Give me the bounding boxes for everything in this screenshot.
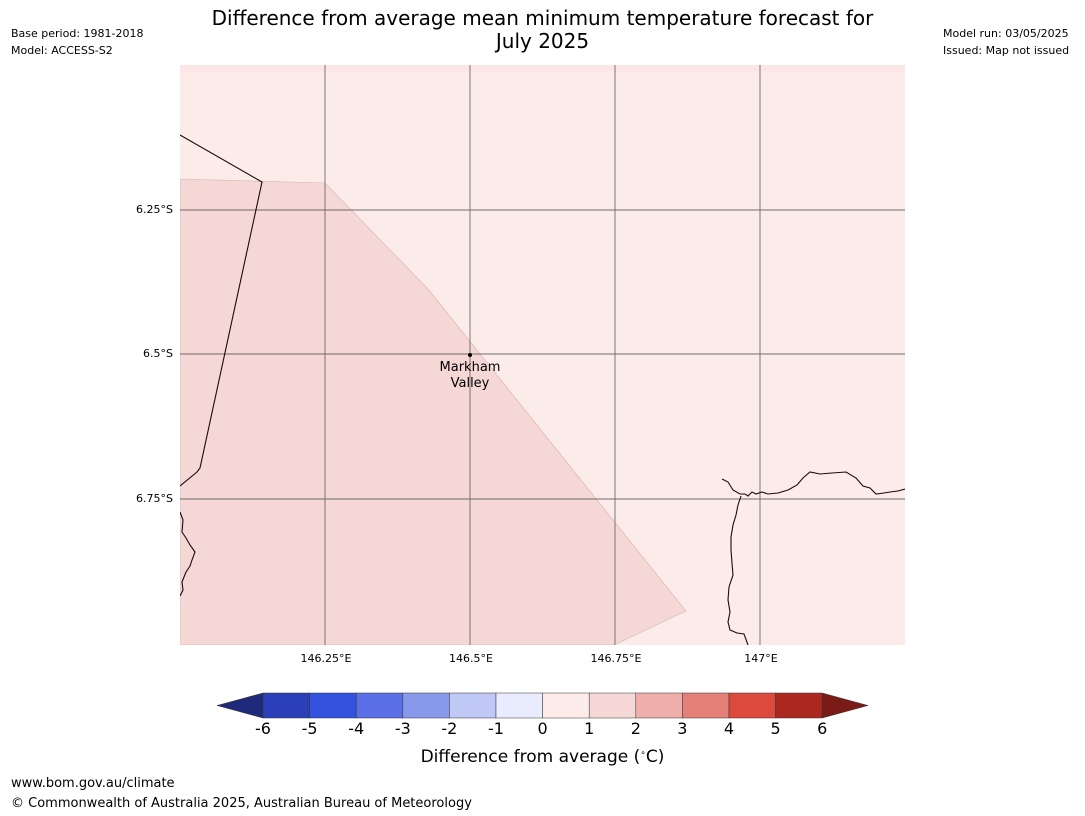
colorbar-tick-label: 6 <box>817 719 828 738</box>
colorbar-cell <box>542 692 590 719</box>
colorbar-cell <box>775 692 823 719</box>
colorbar-cell <box>495 692 543 719</box>
issued-status: Issued: Map not issued <box>943 44 1070 57</box>
colorbar-cell <box>262 692 310 719</box>
colorbar-cell <box>728 692 776 719</box>
colorbar-tick-label: -1 <box>488 719 504 738</box>
gridlines <box>180 65 905 645</box>
colorbar-cell <box>309 692 357 719</box>
colorbar-cell <box>635 692 683 719</box>
degree-symbol: ∘ <box>640 748 646 759</box>
run-info: Model run: 03/05/2025 Issued: Map not is… <box>943 25 1069 59</box>
place-label: Markham Valley <box>430 360 510 392</box>
base-period: Base period: 1981-2018 <box>11 27 144 40</box>
footer-copyright: © Commonwealth of Australia 2025, Austra… <box>11 796 472 811</box>
lon-label-146-25: 146.25°E <box>300 652 352 665</box>
colorbar-label: Difference from average ( <box>420 747 641 767</box>
lon-label-147: 147°E <box>744 652 778 665</box>
colorbar-tick-label: 5 <box>770 719 781 738</box>
colorbar-tick-label: -4 <box>348 719 365 738</box>
colorbar-cell <box>355 692 404 719</box>
colorbar-tick-label: 4 <box>723 719 735 738</box>
colorbar-title: Difference from average (∘C) <box>0 747 1085 767</box>
coastline <box>180 134 905 645</box>
lon-label-146-5: 146.5°E <box>449 652 493 665</box>
colorbar-cell <box>402 692 450 719</box>
place-name-line1: Markham <box>439 360 501 375</box>
lat-label-6-5: 6.5°S <box>143 347 173 360</box>
colorbar-cell <box>682 692 730 719</box>
colorbar-tick-label: -5 <box>301 719 318 738</box>
colorbar-arrow-right <box>821 692 869 719</box>
lat-label-6-75: 6.75°S <box>136 492 173 505</box>
place-name-line2: Valley <box>450 376 490 391</box>
colorbar-tick-label: 0 <box>537 719 548 738</box>
model-name: Model: ACCESS-S2 <box>11 44 113 57</box>
lon-label-146-75: 146.75°E <box>590 652 642 665</box>
lat-label-6-25: 6.25°S <box>136 203 173 216</box>
colorbar-tick-label: -6 <box>255 719 271 738</box>
model-run: Model run: 03/05/2025 <box>943 27 1069 40</box>
colorbar-cells <box>216 692 869 719</box>
map-title-line1: Difference from average mean minimum tem… <box>211 6 874 30</box>
colorbar-tick-label: -3 <box>394 719 411 738</box>
base-info: Base period: 1981-2018 Model: ACCESS-S2 <box>11 25 143 59</box>
map-title-line2: July 2025 <box>495 29 590 53</box>
colorbar-tick-label: 1 <box>584 719 595 738</box>
colorbar-unit: C) <box>645 747 665 767</box>
colorbar-cell <box>449 692 497 719</box>
colorbar-tick-label: 2 <box>630 719 641 738</box>
colorbar-tick-label: 3 <box>677 719 688 738</box>
top-band <box>180 65 905 73</box>
colorbar-cell <box>588 692 637 719</box>
colorbar-tick-label: -2 <box>441 719 458 738</box>
colorbar-arrow-left <box>216 692 264 719</box>
footer-url: www.bom.gov.au/climate <box>11 776 175 791</box>
markham-valley-marker <box>468 353 472 357</box>
map-title: Difference from average mean minimum tem… <box>0 7 1085 53</box>
